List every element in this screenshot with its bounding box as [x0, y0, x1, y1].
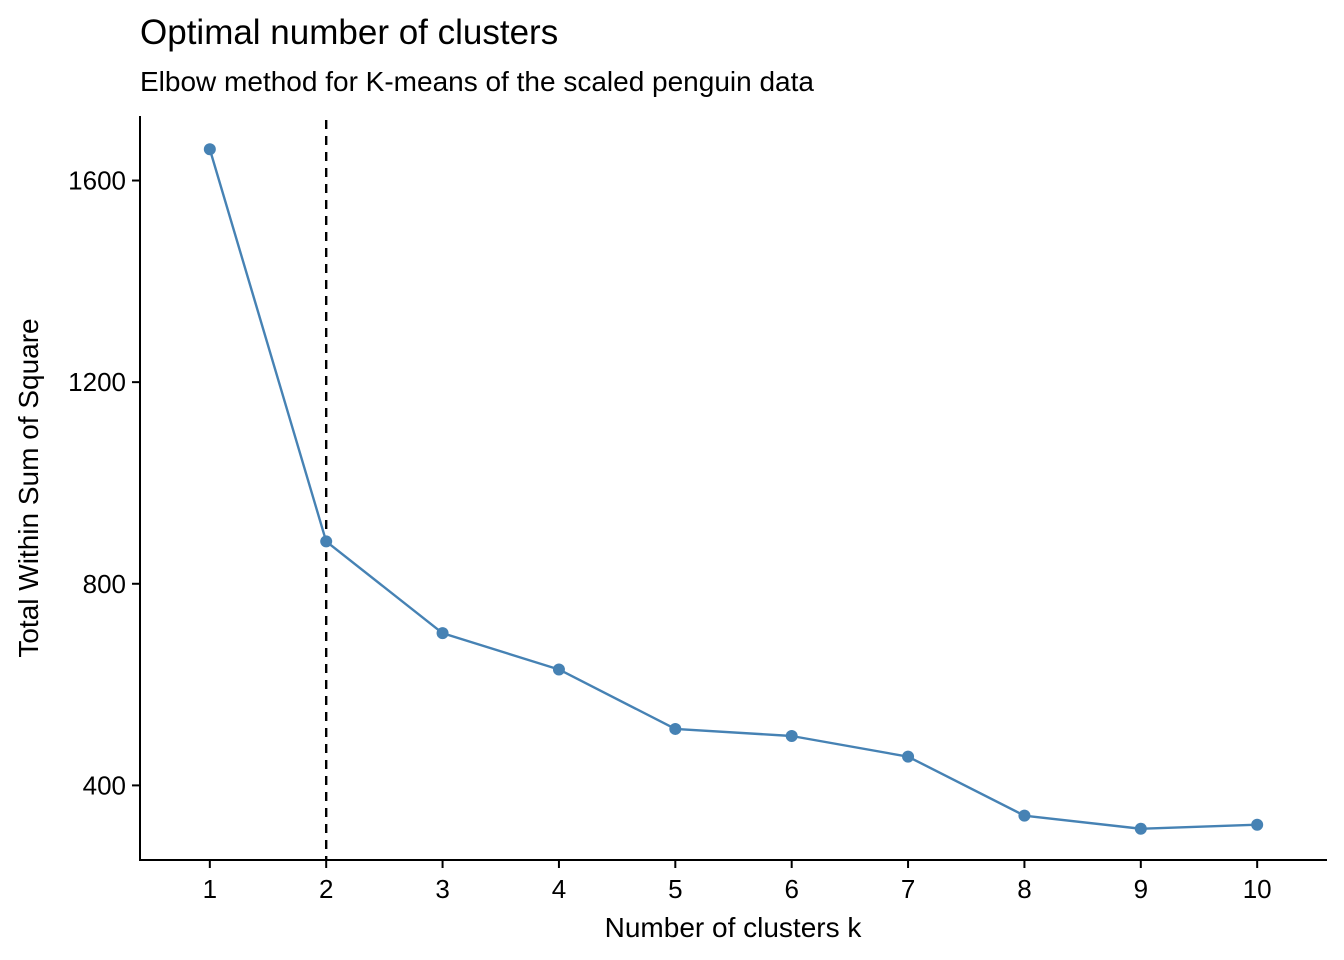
y-axis-label: Total Within Sum of Square — [13, 318, 44, 657]
x-axis-label: Number of clusters k — [605, 912, 863, 943]
x-tick-label: 3 — [435, 874, 449, 904]
y-tick-label: 800 — [83, 569, 126, 599]
x-tick-label: 9 — [1134, 874, 1148, 904]
y-tick-label: 1200 — [68, 367, 126, 397]
chart-title: Optimal number of clusters — [140, 13, 558, 52]
x-tick-label: 7 — [901, 874, 915, 904]
data-point-k6 — [785, 730, 798, 742]
x-tick-label: 6 — [784, 874, 798, 904]
x-tick-label: 10 — [1243, 874, 1272, 904]
data-point-k7 — [902, 750, 915, 763]
y-axis-ticks: 400 800 1200 1600 — [68, 166, 140, 800]
data-point-k9 — [1134, 822, 1147, 835]
series-line — [208, 148, 1258, 830]
chart-subtitle: Elbow method for K-means of the scaled p… — [140, 66, 814, 97]
data-point-k3 — [436, 627, 449, 640]
plot-area — [203, 120, 1264, 860]
x-tick-label: 8 — [1017, 874, 1031, 904]
data-point-k8 — [1018, 809, 1031, 822]
x-tick-label: 2 — [319, 874, 333, 904]
data-point-k2 — [320, 535, 333, 548]
data-point-k5 — [669, 722, 682, 735]
data-point-k10 — [1251, 818, 1264, 831]
x-tick-label: 1 — [203, 874, 217, 904]
x-axis-ticks: 1 2 3 4 5 6 7 8 9 10 — [203, 860, 1272, 904]
x-tick-label: 4 — [552, 874, 566, 904]
y-tick-label: 1600 — [68, 166, 126, 196]
x-tick-label: 5 — [668, 874, 682, 904]
data-point-k1 — [203, 143, 216, 156]
y-tick-label: 400 — [83, 770, 126, 800]
data-point-k4 — [552, 663, 565, 676]
